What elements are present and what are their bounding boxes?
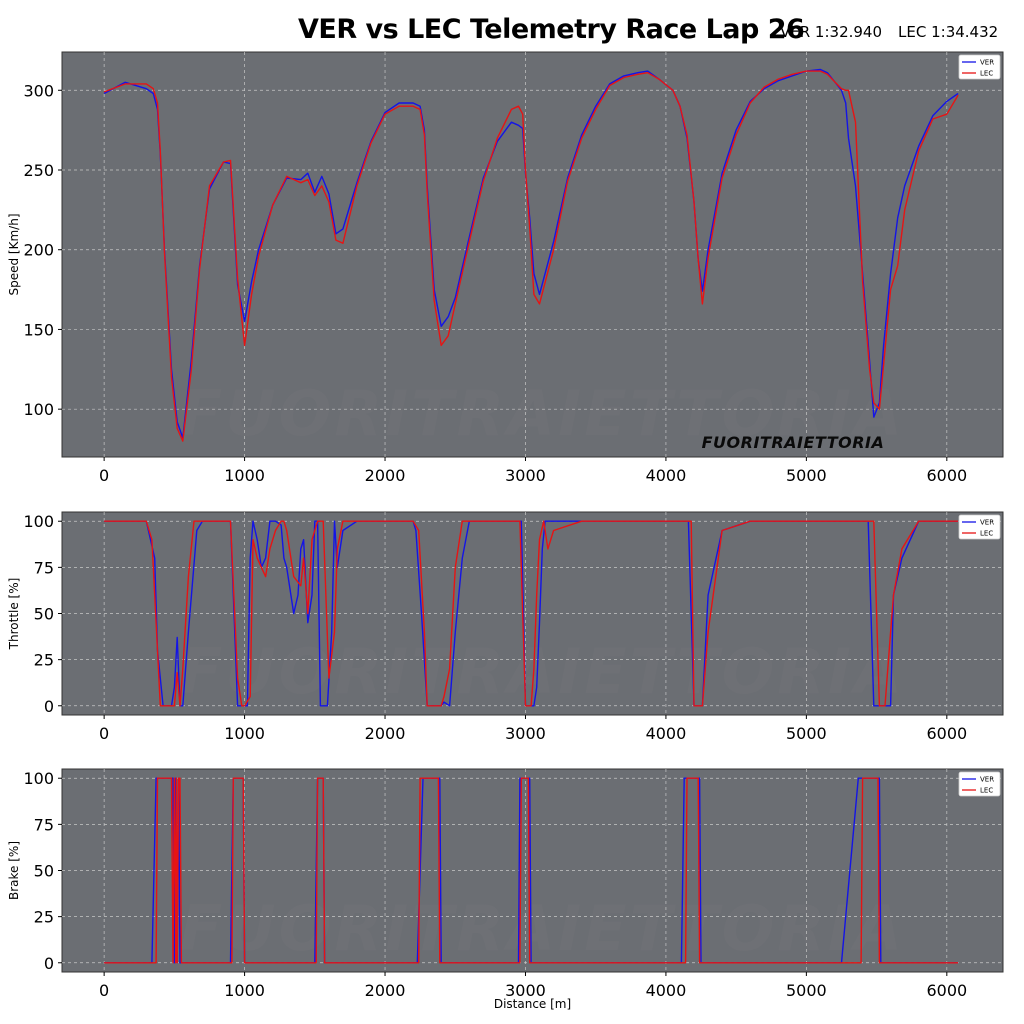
throttle-ytick-label: 100 [23,512,54,531]
throttle-legend: VER LEC [958,514,1001,540]
throttle-xtick-label: 1000 [224,724,265,743]
lec-lap-time: LEC 1:34.432 [898,23,999,41]
speed-ytick-label: 250 [23,161,54,180]
ver-lap-time: VER 1:32.940 [780,23,883,41]
throttle-xtick-label: 4000 [646,724,687,743]
brake-legend-label-lec: LEC [980,787,993,795]
throttle-ylabel: Throttle [%] [7,578,21,651]
chart-title: VER vs LEC Telemetry Race Lap 26 [298,14,805,45]
brake-watermark: FUORITRAIETTORIA [180,892,905,965]
brake-xtick-label: 4000 [646,981,687,1000]
throttle-ytick-label: 0 [44,697,54,716]
throttle-legend-label-ver: VER [980,519,994,527]
throttle-ytick-label: 25 [34,651,54,670]
brake-xlabel: Distance [m] [494,997,571,1011]
speed-ytick-label: 200 [23,241,54,260]
speed-xtick-label: 0 [99,466,109,485]
throttle-xtick-label: 3000 [505,724,546,743]
brake-legend-label-ver: VER [980,776,994,784]
speed-legend-label-ver: VER [980,59,994,67]
brake-ytick-label: 0 [44,954,54,973]
speed-xtick-label: 5000 [786,466,827,485]
speed-ytick-label: 100 [23,400,54,419]
brake-lines [104,777,959,964]
throttle-watermark: FUORITRAIETTORIA [180,635,905,708]
throttle-ytick-label: 50 [34,605,54,624]
title-row: VER vs LEC Telemetry Race Lap 26 VER 1:3… [0,10,1024,54]
brake-ytick-label: 100 [23,769,54,788]
speed-xtick-label: 2000 [365,466,406,485]
throttle-ytick-label: 75 [34,558,54,577]
brake-ytick-label: 75 [34,815,54,834]
brake-ytick-label: 25 [34,908,54,927]
speed-xtick-label: 6000 [926,466,967,485]
speed-ytick-label: 150 [23,320,54,339]
speed-panel: FUORITRAIETTORIA 0 1000 2000 3000 4000 5000 600… [7,51,1004,485]
speed-series-lec [103,70,959,442]
speed-watermark: FUORITRAIETTORIA [180,377,905,450]
speed-ytick-label: 300 [23,81,54,100]
speed-xtick-label: 1000 [224,466,265,485]
speed-xtick-label: 3000 [505,466,546,485]
lap-times: VER 1:32.940 LEC 1:34.432 [780,23,1014,41]
speed-lines [103,68,959,442]
brake-xtick-label: 1000 [224,981,265,1000]
brake-legend: VER LEC [958,771,1001,797]
brake-series-lec [104,777,959,964]
speed-ylabel: Speed [Km/h] [7,213,21,295]
brake-xtick-label: 0 [99,981,109,1000]
brake-xtick-label: 2000 [365,981,406,1000]
brake-xtick-label: 3000 [505,981,546,1000]
speed-legend: VER LEC [958,54,1001,80]
speed-legend-label-lec: LEC [980,70,993,78]
brake-xtick-label: 6000 [926,981,967,1000]
throttle-xtick-label: 0 [99,724,109,743]
throttle-legend-label-lec: LEC [980,530,993,538]
throttle-series-lec [104,520,959,707]
throttle-lines [104,520,959,707]
watermark-logo: FUORITRAIETTORIA [702,433,885,452]
throttle-xtick-label: 2000 [365,724,406,743]
brake-ytick-label: 50 [34,862,54,881]
brake-ylabel: Brake [%] [7,841,21,900]
throttle-xtick-label: 5000 [786,724,827,743]
throttle-xtick-label: 6000 [926,724,967,743]
speed-xtick-label: 4000 [646,466,687,485]
brake-xtick-label: 5000 [786,981,827,1000]
